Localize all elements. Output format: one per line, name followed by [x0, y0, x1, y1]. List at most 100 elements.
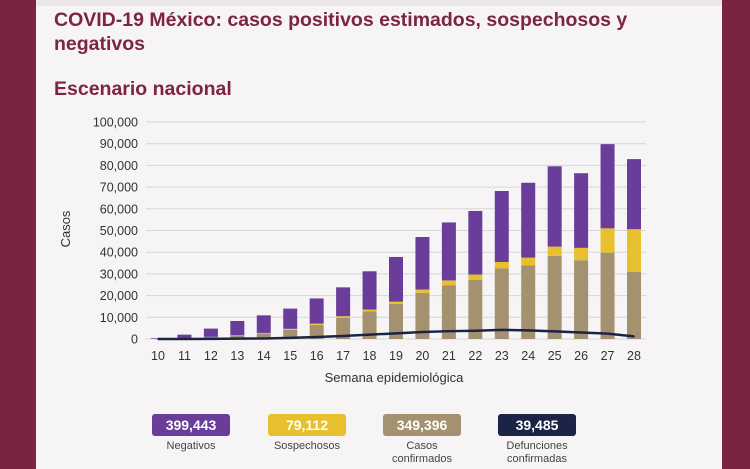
- x-tick-label: 21: [442, 349, 456, 363]
- x-tick-label: 10: [151, 349, 165, 363]
- defunciones-point: [633, 335, 635, 338]
- legend-item-defunciones: 39,485 Defunciones confirmadas: [492, 414, 582, 466]
- bar-segment-confirmados: [494, 268, 509, 339]
- x-tick-label: 12: [204, 349, 218, 363]
- bar-segment-confirmados: [521, 265, 536, 339]
- x-tick-label: 15: [283, 349, 297, 363]
- y-tick-label: 10,000: [100, 311, 138, 325]
- legend-item-negativos: 399,443 Negativos: [146, 414, 236, 453]
- legend-item-sospechosos: 79,112 Sospechosos: [262, 414, 352, 453]
- defunciones-point: [395, 332, 397, 335]
- bar-segment-confirmados: [256, 333, 271, 339]
- bar-segment-negativos: [521, 182, 536, 258]
- bar-segment-sospechosos: [415, 289, 430, 293]
- bar-segment-negativos: [441, 222, 456, 281]
- bar-segment-confirmados: [415, 292, 430, 339]
- bar-segment-confirmados: [627, 271, 641, 339]
- bar-segment-confirmados: [468, 279, 483, 339]
- x-tick-label: 24: [521, 349, 535, 363]
- defunciones-point: [342, 335, 344, 337]
- negativos-label: Negativos: [166, 440, 216, 452]
- defunciones-point: [236, 337, 239, 340]
- y-tick-label: 30,000: [100, 267, 138, 281]
- bar-segment-confirmados: [336, 317, 351, 339]
- bar-segment-sospechosos: [521, 257, 536, 266]
- x-axis-label: Semana epidemiológica: [325, 370, 465, 385]
- y-tick-label: 0: [131, 333, 138, 347]
- defunciones-point: [527, 329, 530, 332]
- defunciones-point: [606, 332, 609, 335]
- bar-segment-negativos: [547, 166, 562, 247]
- x-tick-label: 11: [178, 349, 191, 363]
- x-tick-label: 23: [495, 349, 509, 363]
- defunciones-point: [368, 333, 371, 336]
- bar-segment-sospechosos: [600, 228, 615, 253]
- bar-segment-negativos: [256, 315, 271, 333]
- bar-segment-confirmados: [362, 311, 377, 339]
- defunciones-point: [421, 331, 424, 333]
- bar-segment-negativos: [415, 237, 430, 290]
- bar-segment-sospechosos: [309, 323, 324, 325]
- bar-segment-sospechosos: [441, 280, 456, 286]
- x-tick-label: 14: [257, 349, 271, 363]
- bar-segment-confirmados: [283, 329, 298, 339]
- bar-segment-sospechosos: [547, 246, 562, 256]
- defunciones-point: [553, 330, 556, 333]
- y-tick-label: 40,000: [100, 246, 138, 260]
- x-tick-label: 22: [468, 349, 482, 363]
- bar-segment-negativos: [336, 287, 351, 317]
- defunciones-total-badge: 39,485: [498, 414, 576, 436]
- bar-segment-sospechosos: [627, 229, 641, 272]
- x-tick-label: 16: [310, 349, 324, 363]
- y-tick-label: 90,000: [100, 137, 138, 151]
- bar-segment-confirmados: [600, 252, 615, 339]
- slide: COVID-19 México: casos positivos estimad…: [36, 0, 722, 469]
- bar-segment-negativos: [600, 144, 615, 229]
- confirmados-total-badge: 349,396: [383, 414, 461, 436]
- bar-segment-sospechosos: [574, 247, 589, 261]
- defunciones-point: [289, 337, 292, 339]
- bar-segment-confirmados: [230, 335, 245, 339]
- bar-segment-negativos: [574, 173, 589, 248]
- y-tick-label: 60,000: [100, 202, 138, 216]
- bar-segment-negativos: [389, 256, 403, 302]
- defunciones-point: [315, 336, 318, 338]
- defunciones-point: [580, 331, 582, 334]
- y-tick-label: 20,000: [100, 289, 138, 303]
- x-tick-label: 13: [230, 349, 244, 363]
- chart-title: COVID-19 México: casos positivos estimad…: [54, 9, 628, 55]
- bar-segment-sospechosos: [336, 316, 351, 318]
- legend-item-confirmados: 349,396 Casos confirmados: [377, 414, 467, 466]
- bars: [151, 144, 641, 339]
- x-axis-tick-labels: 10 11 12 13 14 15 16 17 18 19 20 21 22 23 24 25 26 27 28: [151, 349, 641, 363]
- sospechosos-total-badge: 79,112: [268, 414, 346, 436]
- bar-segment-sospechosos: [468, 274, 483, 280]
- bar-segment-negativos: [203, 328, 218, 337]
- bar-segment-confirmados: [309, 324, 324, 339]
- bar-segment-negativos: [230, 320, 245, 336]
- defunciones-point: [183, 338, 186, 340]
- defunciones-point: [500, 329, 503, 331]
- sospechosos-label: Sospechosos: [273, 440, 341, 452]
- bar-segment-negativos: [468, 210, 483, 275]
- defunciones-point: [448, 330, 450, 332]
- y-tick-label: 100,000: [93, 116, 138, 130]
- slide-top-band: [36, 0, 722, 6]
- legend: 399,443 Negativos 79,112 Sospechosos 349…: [36, 414, 722, 469]
- y-axis-label: Casos: [58, 210, 73, 247]
- bar-segment-confirmados: [389, 303, 403, 339]
- y-tick-label: 50,000: [100, 224, 138, 238]
- negativos-total-badge: 399,443: [152, 414, 230, 436]
- defunciones-point: [157, 338, 159, 340]
- bar-segment-confirmados: [547, 255, 562, 339]
- defunciones-point: [262, 337, 265, 340]
- bar-segment-sospechosos: [494, 261, 509, 269]
- x-tick-label: 28: [627, 349, 641, 363]
- bar-segment-negativos: [494, 191, 509, 262]
- y-axis-tick-labels: 0 10,000 20,000 30,000 40,000 50,000 60,000 70,…: [93, 116, 138, 347]
- bar-segment-negativos: [309, 298, 324, 324]
- bar-segment-negativos: [627, 159, 641, 230]
- bar-segment-sospechosos: [389, 301, 403, 304]
- bar-segment-negativos: [362, 271, 377, 310]
- stacked-bar-chart: 0 10,000 20,000 30,000 40,000 50,000 60,000 70,…: [58, 116, 646, 385]
